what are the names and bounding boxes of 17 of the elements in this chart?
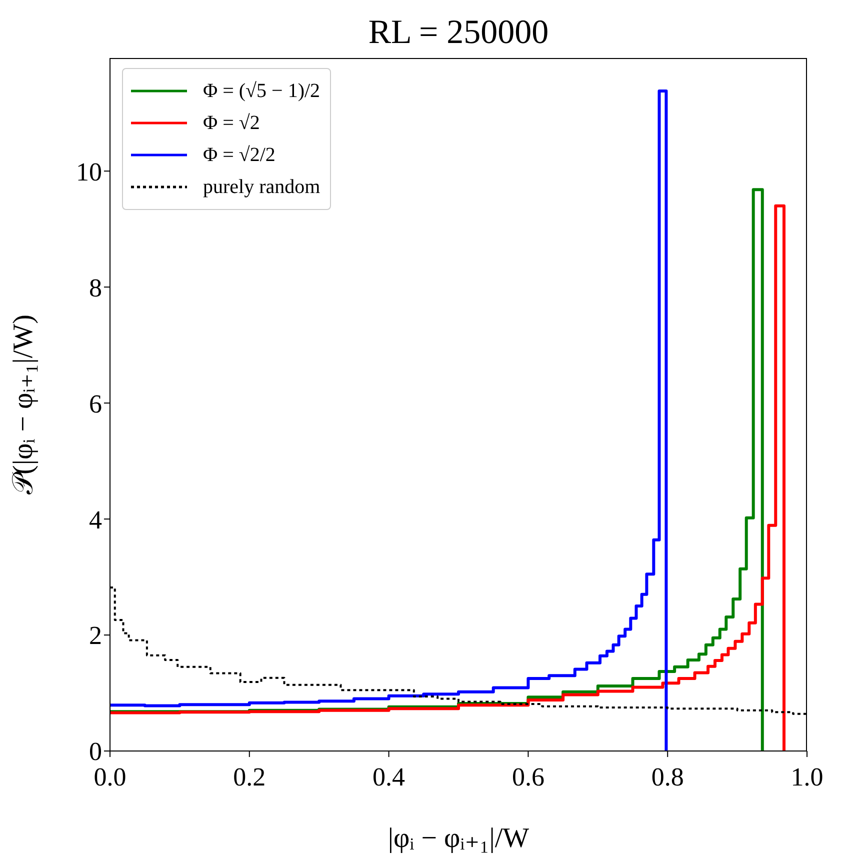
- y-tick-label: 8: [89, 273, 102, 302]
- legend-label: purely random: [203, 176, 320, 198]
- x-tick-label: 0.4: [372, 762, 406, 792]
- legend-label: Φ = √2/2: [203, 144, 276, 166]
- x-tick-label: 1.0: [790, 762, 824, 792]
- y-tick-label: 2: [89, 621, 102, 650]
- x-tick-label: 0.8: [651, 762, 684, 792]
- y-tick-label: 6: [89, 389, 102, 418]
- chart-title: RL = 250000: [367, 14, 550, 52]
- y-tick-label: 4: [89, 505, 102, 534]
- y-tick-label: 10: [76, 157, 102, 186]
- y-axis-title: 𝒫(|φᵢ − φᵢ₊₁|/W): [8, 314, 39, 494]
- legend-label: Φ = √2: [203, 112, 260, 134]
- legend-label: Φ = (√5 − 1)/2: [203, 80, 320, 102]
- x-axis-title: |φᵢ − φᵢ₊₁|/W: [388, 823, 530, 854]
- x-tick-label: 0.6: [512, 762, 544, 792]
- x-tick-label: 0.2: [233, 762, 266, 792]
